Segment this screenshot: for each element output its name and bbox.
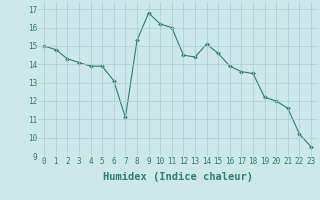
X-axis label: Humidex (Indice chaleur): Humidex (Indice chaleur): [103, 172, 252, 182]
